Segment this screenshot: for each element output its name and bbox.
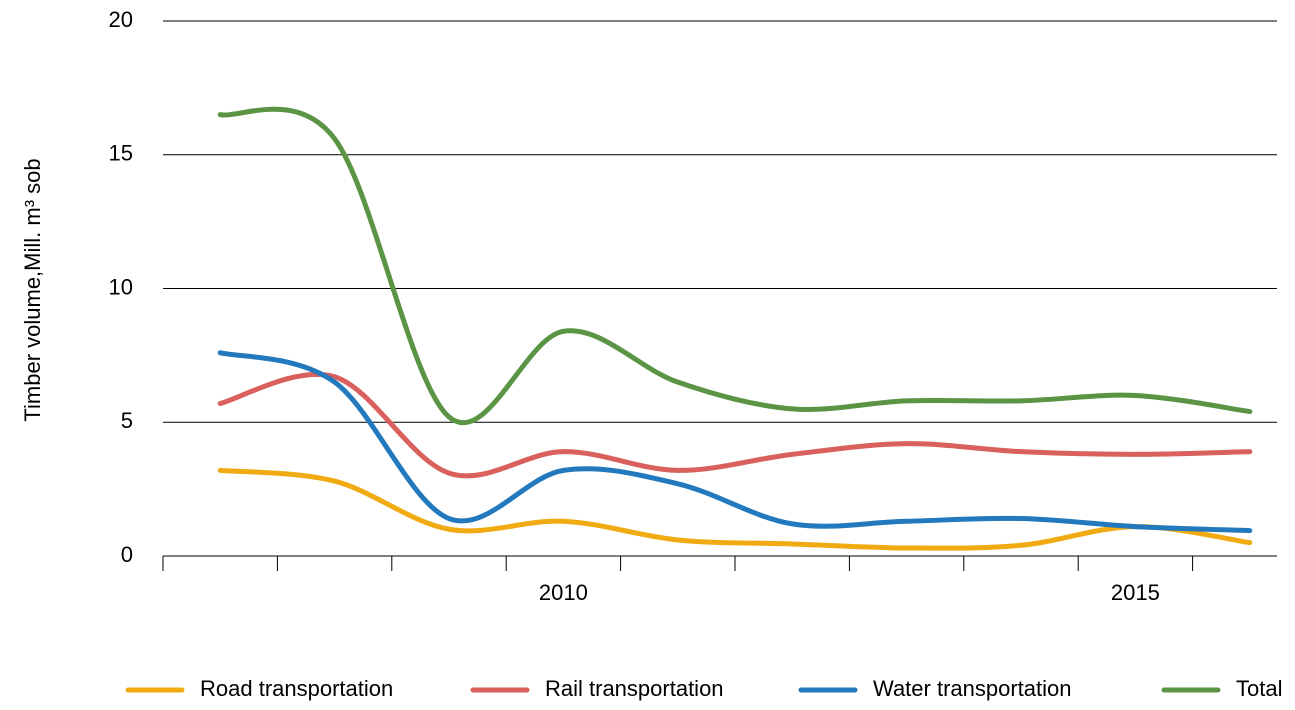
line-series (217, 350, 1253, 534)
x-tick-label: 2010 (539, 580, 588, 605)
y-tick-label: 5 (121, 408, 133, 433)
y-tick-label: 15 (109, 141, 133, 166)
line-series (217, 467, 1253, 551)
legend-label: Total (1236, 676, 1282, 701)
legend-label: Road transportation (200, 676, 393, 701)
legend-label: Rail transportation (545, 676, 724, 701)
x-tick-label: 2015 (1111, 580, 1160, 605)
y-tick-label: 10 (109, 274, 133, 299)
y-tick-label: 0 (121, 542, 133, 567)
y-axis-label: Timber volume,Mill. m³ sob (20, 158, 45, 421)
legend-label: Water transportation (873, 676, 1072, 701)
y-tick-label: 20 (109, 7, 133, 32)
line-series (217, 106, 1253, 426)
line-series (217, 371, 1253, 479)
